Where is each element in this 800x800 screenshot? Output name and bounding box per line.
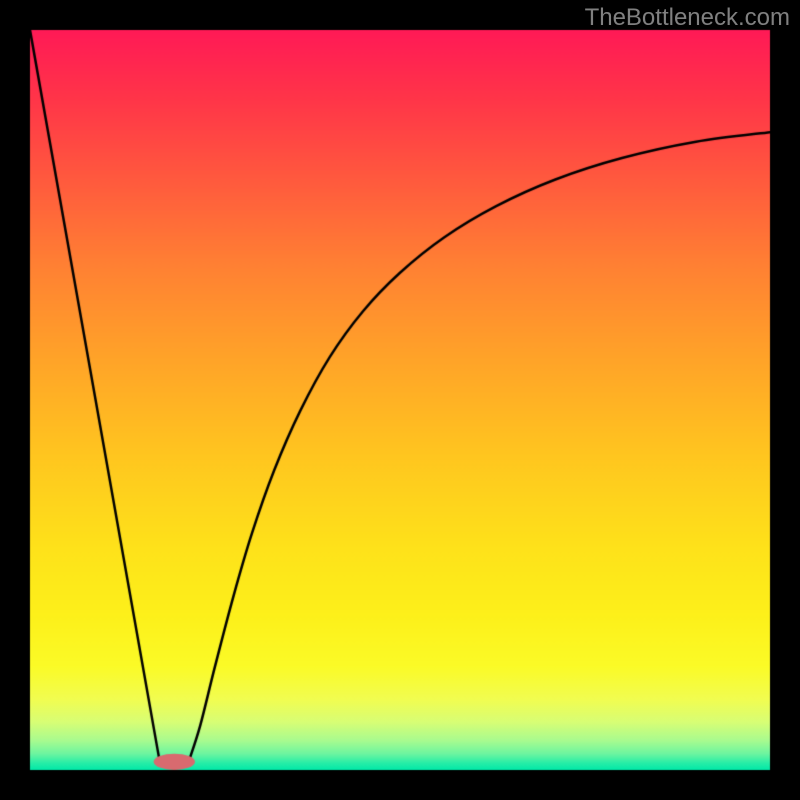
bottleneck-curve-chart bbox=[0, 0, 800, 800]
watermark-text: TheBottleneck.com bbox=[585, 4, 790, 32]
chart-container: TheBottleneck.com bbox=[0, 0, 800, 800]
